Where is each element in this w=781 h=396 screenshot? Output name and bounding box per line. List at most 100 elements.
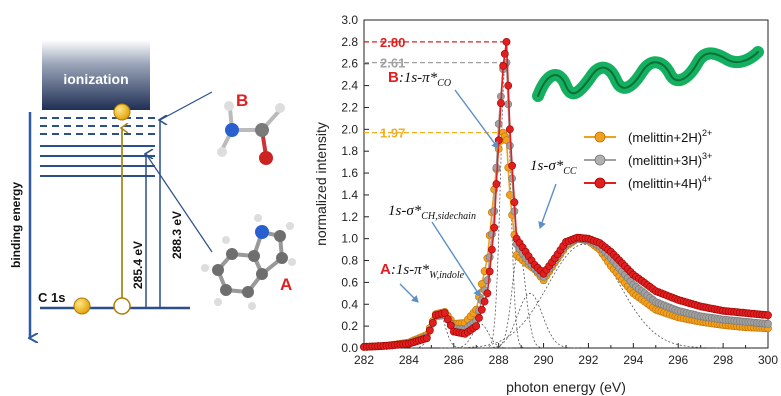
label-a: A bbox=[280, 275, 292, 294]
y-tick-label: 0.6 bbox=[341, 275, 358, 289]
data-point bbox=[475, 313, 483, 322]
y-axis-title: normalized intensity bbox=[313, 122, 329, 246]
data-point bbox=[492, 180, 501, 188]
fit-curve bbox=[440, 243, 724, 349]
x-tick-label: 294 bbox=[623, 353, 643, 367]
data-point bbox=[422, 334, 431, 343]
y-tick-label: 0.4 bbox=[341, 297, 358, 311]
annotation-b: B:1s-π*CO bbox=[388, 69, 451, 89]
melittin-helix bbox=[532, 46, 764, 102]
fit-curves bbox=[411, 62, 724, 349]
x-tick-label: 286 bbox=[444, 353, 464, 367]
x-tick-label: 296 bbox=[668, 353, 688, 367]
binding-energy-label: binding energy bbox=[9, 182, 23, 268]
data-point bbox=[425, 326, 434, 335]
y-tick-label: 0.2 bbox=[341, 319, 358, 333]
y-tick-label: 2.6 bbox=[341, 57, 358, 71]
core-hole bbox=[113, 297, 131, 315]
data-point bbox=[496, 99, 505, 107]
data-point bbox=[483, 289, 492, 298]
molecule-a bbox=[201, 214, 296, 310]
electron bbox=[73, 297, 91, 315]
data-point bbox=[490, 223, 499, 232]
data-point bbox=[508, 161, 516, 170]
x-tick-label: 284 bbox=[399, 353, 419, 367]
legend-item-2h: (melittin+2H)2+ bbox=[584, 128, 712, 145]
y-tick-label: 0.0 bbox=[341, 341, 358, 355]
fit-curve bbox=[491, 249, 546, 349]
data-point bbox=[483, 276, 492, 285]
x-tick-label: 288 bbox=[489, 353, 509, 367]
svg-text:(melittin+3H)3+: (melittin+3H)3+ bbox=[628, 151, 712, 168]
y-tick-label: 1.8 bbox=[341, 144, 358, 158]
pointer-line bbox=[145, 153, 213, 253]
y-tick-label: 2.2 bbox=[341, 100, 358, 114]
fit-curve bbox=[480, 292, 579, 349]
data-point bbox=[480, 297, 489, 306]
x-tick-label: 290 bbox=[534, 353, 554, 367]
pointer-line bbox=[159, 91, 213, 121]
x-tick-label: 300 bbox=[758, 353, 778, 367]
legend-item-4h: (melittin+4H)4+ bbox=[584, 174, 712, 191]
data-point bbox=[494, 136, 503, 145]
ionization-box bbox=[42, 40, 150, 110]
data-point bbox=[510, 198, 519, 207]
fit-curve bbox=[411, 309, 465, 349]
data-point bbox=[764, 319, 772, 328]
data-point bbox=[440, 309, 449, 317]
x-axis-title: photon energy (eV) bbox=[506, 379, 626, 395]
svg-text:(melittin+4H)4+: (melittin+4H)4+ bbox=[628, 174, 712, 191]
y-tick-label: 1.6 bbox=[341, 166, 358, 180]
annotation-a-arrow bbox=[399, 283, 419, 303]
data-point bbox=[443, 315, 452, 324]
y-tick-label: 1.4 bbox=[341, 188, 358, 202]
data-point bbox=[500, 50, 509, 58]
y-tick-label: 2.4 bbox=[341, 79, 358, 93]
legend-item-3h: (melittin+3H)3+ bbox=[584, 151, 712, 168]
y-tick-label: 3.0 bbox=[341, 13, 358, 27]
x-tick-label: 292 bbox=[578, 353, 598, 367]
peak-guides: 2.80 2.61 1.97 bbox=[364, 35, 507, 141]
label-b: B bbox=[236, 91, 248, 110]
peak-value-label: 2.61 bbox=[380, 56, 405, 71]
svg-text:(melittin+2H)2+: (melittin+2H)2+ bbox=[628, 128, 712, 145]
series-group bbox=[360, 38, 772, 351]
y-tick-label: 1.2 bbox=[341, 210, 358, 224]
ionization-label: ionization bbox=[63, 71, 128, 87]
data-point bbox=[485, 267, 494, 276]
y-tick-label: 0.8 bbox=[341, 254, 358, 268]
data-point bbox=[485, 253, 494, 262]
annotation-sigma-cc-arrow bbox=[538, 183, 557, 229]
y-tick-label: 1.0 bbox=[341, 232, 358, 246]
data-point bbox=[502, 38, 511, 46]
data-point bbox=[477, 305, 486, 314]
legend: (melittin+2H)2+ (melittin+3H)3+ (melitti… bbox=[584, 128, 712, 191]
energy-diagram: ionization binding energy C 1s 285.4 eV … bbox=[9, 40, 296, 338]
data-point bbox=[764, 311, 772, 320]
annotation-sigma-ch-arrow bbox=[431, 221, 481, 297]
y-tick-label: 2.8 bbox=[341, 35, 358, 49]
data-point bbox=[505, 125, 514, 134]
data-point bbox=[504, 81, 513, 90]
data-point bbox=[494, 120, 503, 128]
chart: 282 284 286 288 290 292 294 296 298 300 0.0 0.2 0.4 0… bbox=[313, 13, 778, 395]
energy-label-2: 288.3 eV bbox=[170, 211, 184, 259]
axes: 282 284 286 288 290 292 294 296 298 300 0.0 0.2 0.4 0… bbox=[313, 13, 778, 395]
annotation-sigma-ch: 1s-σ*CH,sidechain bbox=[388, 203, 476, 222]
data-point bbox=[487, 245, 496, 254]
data-point bbox=[446, 321, 455, 330]
x-tick-label: 298 bbox=[713, 353, 733, 367]
data-point bbox=[499, 62, 508, 70]
data-point bbox=[428, 318, 437, 327]
y-tick-label: 2.0 bbox=[341, 122, 358, 136]
annotation-b-arrow bbox=[454, 89, 499, 149]
x-tick-label: 282 bbox=[354, 353, 374, 367]
peak-value-label: 1.97 bbox=[380, 126, 405, 141]
molecule-b bbox=[217, 101, 285, 165]
annotation-sigma-cc: 1s-σ*CC bbox=[530, 158, 577, 177]
data-point bbox=[505, 141, 514, 150]
excited-electron bbox=[113, 103, 131, 121]
peak-value-label: 2.80 bbox=[380, 35, 405, 50]
